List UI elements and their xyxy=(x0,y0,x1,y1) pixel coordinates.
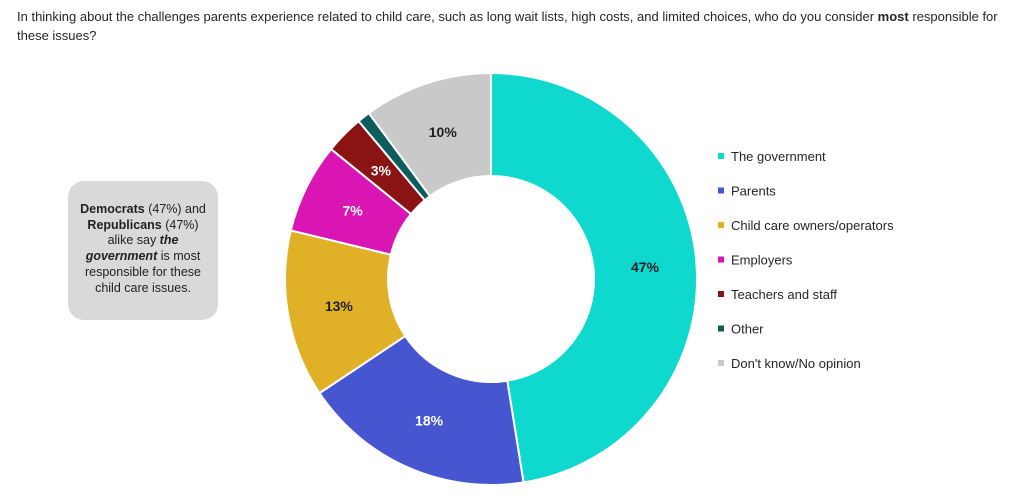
legend-item-employers: Employers xyxy=(718,253,793,268)
callout-box: Democrats (47%) and Republicans (47%) al… xyxy=(68,181,218,320)
legend-label: Employers xyxy=(731,253,793,268)
legend-label: Don't know/No opinion xyxy=(731,356,861,371)
legend-swatch xyxy=(718,256,724,263)
legend-label: Other xyxy=(731,322,764,337)
slice-label-the-government: 47% xyxy=(631,259,660,275)
legend-label: The government xyxy=(731,149,826,164)
slice-label-don-t-know-no-opinion: 10% xyxy=(429,124,458,140)
callout-democrats: Democrats xyxy=(80,202,145,216)
slice-label-child-care-owners-operators: 13% xyxy=(325,298,354,314)
legend-item-the-government: The government xyxy=(718,149,826,164)
slice-label-teachers-and-staff: 3% xyxy=(371,163,392,179)
legend-swatch xyxy=(718,360,724,366)
callout-government: the government xyxy=(85,233,179,264)
legend-swatch xyxy=(718,325,724,332)
question-part-2: responsible for these issues? xyxy=(17,9,998,43)
legend-swatch xyxy=(718,291,724,297)
donut-slices xyxy=(284,71,698,486)
question-part-1: In thinking about the challenges parents… xyxy=(17,9,878,24)
legend-swatch xyxy=(718,222,724,228)
legend-item-other: Other xyxy=(718,322,764,337)
slice-label-parents: 18% xyxy=(415,413,444,429)
question-emphasis: most xyxy=(877,9,909,24)
slice-the-government xyxy=(490,71,698,484)
donut-slice-labels: 47% 18% 13% 7% 3% 10% xyxy=(325,124,660,428)
question-text: In thinking about the challenges parents… xyxy=(17,7,1017,45)
callout-text-3: is most responsible for these child care… xyxy=(84,249,202,295)
slice-parents xyxy=(318,334,525,486)
legend-label: Teachers and staff xyxy=(731,287,837,302)
callout-republicans: Republicans xyxy=(87,217,162,232)
slice-don-t-know-no-opinion xyxy=(367,71,492,198)
callout-text-1: (47%) and xyxy=(144,202,206,216)
legend-label: Parents xyxy=(731,184,776,199)
legend-item-teachers-and-staff: Teachers and staff xyxy=(718,287,837,302)
slice-label-employers: 7% xyxy=(342,202,363,218)
legend-item-parents: Parents xyxy=(718,184,776,199)
legend-swatch xyxy=(718,187,724,194)
callout-text-2: (47%) alike say xyxy=(107,217,199,248)
legend-item-child-care-owners-operators: Child care owners/operators xyxy=(718,218,894,233)
legend-label: Child care owners/operators xyxy=(731,218,894,233)
legend-item-don-t-know-no-opinion: Don't know/No opinion xyxy=(718,356,861,371)
chart-legend: The government Parents Child care owners/o… xyxy=(718,149,894,371)
legend-swatch xyxy=(718,153,724,159)
